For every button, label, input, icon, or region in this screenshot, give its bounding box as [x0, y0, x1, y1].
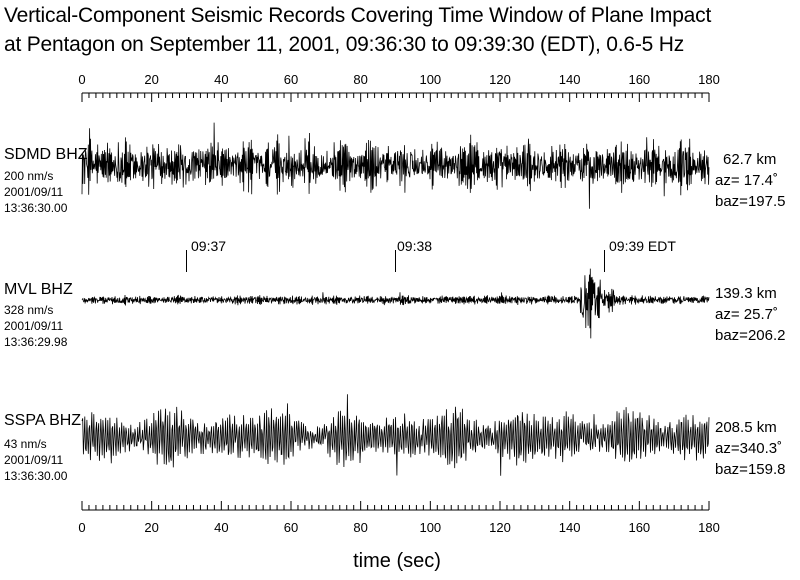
station-azimuth: az=340.3˚ — [715, 440, 783, 457]
bottom-axis-tick-label: 160 — [628, 520, 651, 535]
top-axis-tick-label: 140 — [558, 72, 581, 87]
chart-title-line-2: at Pentagon on September 11, 2001, 09:36… — [4, 33, 685, 56]
station-date: 2001/09/11 — [4, 453, 64, 467]
bottom-axis-tick-label: 180 — [698, 520, 720, 535]
station-distance: 62.7 km — [723, 151, 777, 168]
station-back-azimuth: baz=197.5 — [715, 193, 786, 210]
time-mark-label-0937: 09:37 — [191, 238, 227, 254]
station-meta-sdmd: 200 nm/s 2001/09/11 13:36:30.00 — [4, 168, 67, 216]
top-axis-tick-label: 20 — [144, 72, 159, 87]
station-geometry-mvl: 139.3 km az= 25.7˚ baz=206.2 — [715, 283, 785, 346]
trace-sdmd — [81, 122, 710, 209]
bottom-axis-tick-label: 40 — [214, 520, 229, 535]
bottom-axis-tick-label: 120 — [489, 520, 511, 535]
top-axis-tick-label: 160 — [628, 72, 651, 87]
x-axis-label: time (sec) — [353, 550, 441, 572]
station-distance: 208.5 km — [715, 419, 777, 436]
bottom-axis-tick-label: 100 — [419, 520, 442, 535]
station-meta-mvl: 328 nm/s 2001/09/11 13:36:29.98 — [4, 302, 67, 350]
station-name-sspa: SSPA BHZ — [4, 412, 82, 429]
trace-mvl — [81, 268, 710, 339]
top-axis-tick-label: 40 — [214, 72, 229, 87]
top-axis-tick-label: 180 — [698, 72, 720, 87]
station-scale: 328 nm/s — [4, 303, 54, 317]
top-axis-tick-label: 60 — [283, 72, 299, 87]
top-axis-tick-label: 120 — [489, 72, 511, 87]
bottom-axis-tick-label: 60 — [283, 520, 299, 535]
station-scale: 200 nm/s — [4, 169, 54, 183]
station-date: 2001/09/11 — [4, 185, 64, 199]
station-azimuth: az= 25.7˚ — [715, 306, 778, 323]
station-start-time: 13:36:29.98 — [4, 335, 68, 349]
station-back-azimuth: baz=159.8 — [715, 461, 786, 478]
station-geometry-sspa: 208.5 km az=340.3˚ baz=159.8 — [715, 417, 785, 480]
station-distance: 139.3 km — [715, 285, 777, 302]
top-axis-tick-label: 0 — [78, 72, 86, 87]
station-name-mvl: MVL BHZ — [4, 281, 73, 298]
station-start-time: 13:36:30.00 — [4, 201, 68, 215]
time-mark-label-0939: 09:39 EDT — [609, 238, 676, 254]
bottom-axis-tick-label: 20 — [144, 520, 159, 535]
station-meta-sspa: 43 nm/s 2001/09/11 13:36:30.00 — [4, 436, 67, 484]
station-start-time: 13:36:30.00 — [4, 469, 68, 483]
station-name-sdmd: SDMD BHZ — [4, 146, 88, 163]
top-axis-tick-label: 100 — [419, 72, 442, 87]
station-date: 2001/09/11 — [4, 319, 64, 333]
station-azimuth: az= 17.4˚ — [715, 172, 778, 189]
station-scale: 43 nm/s — [4, 437, 47, 451]
chart-title-line-1: Vertical-Component Seismic Records Cover… — [4, 4, 712, 27]
bottom-axis-tick-label: 80 — [353, 520, 368, 535]
bottom-axis-tick-label: 0 — [78, 520, 86, 535]
bottom-axis-tick-label: 140 — [558, 520, 581, 535]
station-geometry-sdmd: 62.7 km az= 17.4˚ baz=197.5 — [715, 149, 785, 212]
top-axis-tick-label: 80 — [353, 72, 368, 87]
time-mark-label-0938: 09:38 — [397, 238, 433, 254]
station-back-azimuth: baz=206.2 — [715, 327, 786, 344]
trace-sspa — [81, 394, 710, 476]
